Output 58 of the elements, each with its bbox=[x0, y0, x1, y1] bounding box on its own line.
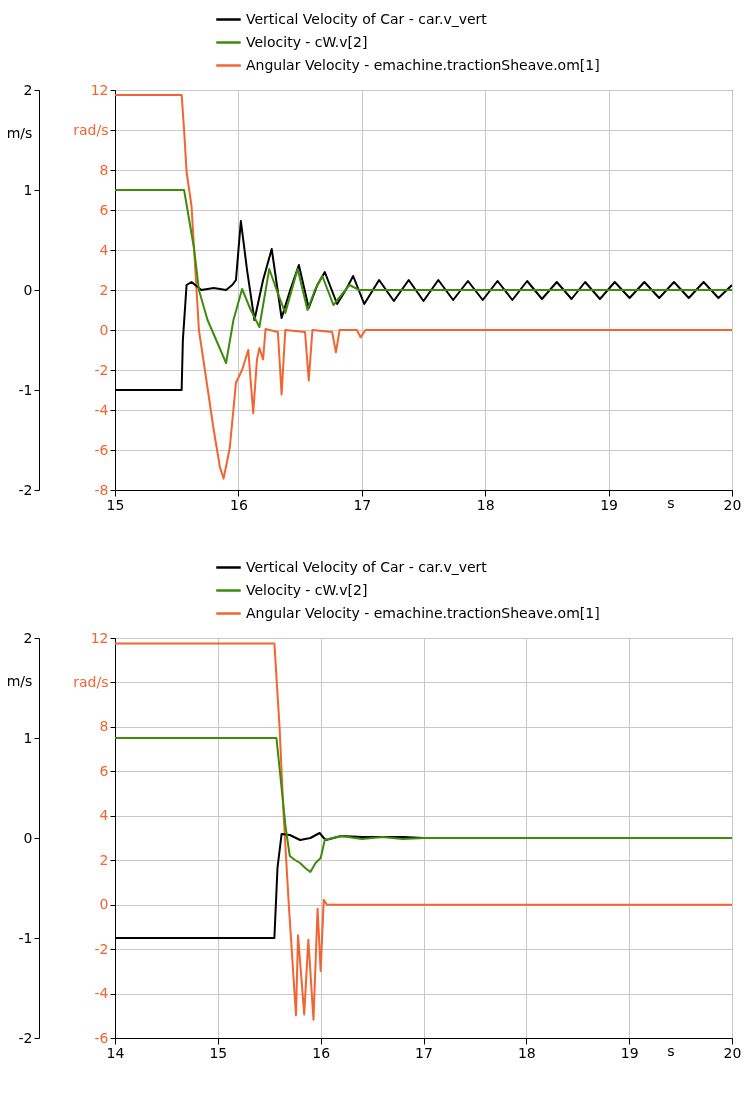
x-tick-label: 17 bbox=[353, 496, 372, 513]
line-series bbox=[115, 737, 732, 873]
y-tick-label: -2 bbox=[94, 940, 109, 957]
y2-axis-title: m/s bbox=[6, 124, 33, 141]
y2-tick-label: 0 bbox=[23, 829, 33, 846]
x-tick-label: 18 bbox=[476, 496, 495, 513]
legend-label: Velocity - cW.v[2] bbox=[246, 33, 368, 50]
x-axis-title: s bbox=[667, 494, 675, 511]
x-tick-label: 15 bbox=[106, 496, 125, 513]
y-tick-label: 8 bbox=[99, 718, 109, 735]
y-tick-label: 8 bbox=[99, 161, 109, 178]
y-tick-label: 4 bbox=[99, 241, 109, 258]
y-tick-label: 4 bbox=[99, 807, 109, 824]
y-tick-label: -8 bbox=[94, 481, 109, 498]
legend-label: Velocity - cW.v[2] bbox=[246, 581, 368, 598]
y2-tick-label: 1 bbox=[23, 181, 33, 198]
legend-label: Vertical Velocity of Car - car.v_vert bbox=[246, 558, 488, 575]
y-tick-label: -2 bbox=[94, 361, 109, 378]
legend-label: Vertical Velocity of Car - car.v_vert bbox=[246, 10, 488, 27]
y-tick-label: 12 bbox=[90, 81, 109, 98]
x-tick-label: 16 bbox=[312, 1044, 331, 1061]
y2-tick-label: -2 bbox=[18, 481, 33, 498]
y2-tick-label: -2 bbox=[18, 1029, 33, 1046]
x-tick-label: 20 bbox=[723, 1044, 742, 1061]
line-series bbox=[115, 94, 732, 480]
x-axis-title: s bbox=[667, 1042, 675, 1059]
y-tick-label: -6 bbox=[94, 441, 109, 458]
y-tick-label: 0 bbox=[99, 321, 109, 338]
x-tick-label: 19 bbox=[620, 1044, 639, 1061]
y-tick-label: 12 bbox=[90, 629, 109, 646]
legend-label: Angular Velocity - emachine.tractionSheave.om[1] bbox=[246, 604, 600, 621]
x-tick-label: 17 bbox=[415, 1044, 433, 1061]
y2-tick-label: 2 bbox=[23, 81, 33, 98]
y-tick-label: 2 bbox=[99, 851, 109, 868]
y-tick-label: 0 bbox=[99, 896, 109, 913]
y2-axis-title: m/s bbox=[6, 672, 33, 689]
x-tick-label: 15 bbox=[209, 1044, 228, 1061]
y2-tick-label: 1 bbox=[23, 729, 33, 746]
y-tick-label: rad/s bbox=[73, 673, 109, 690]
y2-tick-label: 0 bbox=[23, 281, 33, 298]
x-tick-label: 16 bbox=[229, 496, 248, 513]
y-tick-label: 2 bbox=[99, 281, 109, 298]
line-series bbox=[115, 189, 732, 364]
legend-label: Angular Velocity - emachine.tractionSheave.om[1] bbox=[246, 56, 600, 73]
x-tick-label: 14 bbox=[106, 1044, 125, 1061]
y2-tick-label: 2 bbox=[23, 629, 33, 646]
y-tick-label: 6 bbox=[99, 201, 109, 218]
y-tick-label: rad/s bbox=[73, 121, 109, 138]
y-tick-label: -4 bbox=[94, 401, 109, 418]
x-tick-label: 19 bbox=[600, 496, 619, 513]
x-tick-label: 20 bbox=[723, 496, 742, 513]
y-tick-label: 6 bbox=[99, 762, 109, 779]
line-series bbox=[115, 642, 732, 1021]
x-tick-label: 18 bbox=[517, 1044, 536, 1061]
y-tick-label: -4 bbox=[94, 985, 109, 1002]
y-tick-label: -6 bbox=[94, 1029, 109, 1046]
y2-tick-label: -1 bbox=[18, 929, 33, 946]
y2-tick-label: -1 bbox=[18, 381, 33, 398]
